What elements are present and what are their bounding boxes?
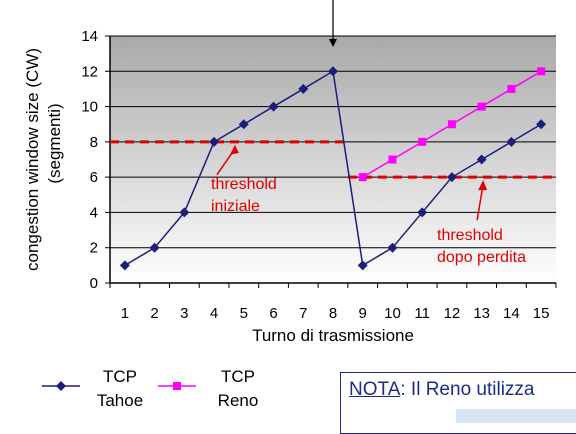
data-point-tahoe xyxy=(179,207,190,218)
arrow-head-1 xyxy=(229,144,239,155)
data-point-reno xyxy=(477,102,486,111)
data-point-reno xyxy=(507,84,516,93)
note-highlight-strip xyxy=(456,409,576,423)
x-tick-label: 15 xyxy=(533,305,550,322)
data-point-reno xyxy=(388,155,397,164)
x-tick-label: 11 xyxy=(414,305,430,322)
note-text: NOTA: Il Reno utilizza xyxy=(349,379,535,401)
axes xyxy=(105,35,557,288)
threshold-label-initial: threshold xyxy=(211,176,277,193)
data-point-tahoe xyxy=(357,260,368,271)
y-axis-subtitle: (segmenti) xyxy=(45,103,64,183)
annotations: threshold iniziale threshold dopo perdita xyxy=(211,0,526,266)
y-tick-label: 8 xyxy=(90,134,98,151)
legend-label-tahoe-line1: TCP xyxy=(103,367,137,386)
data-point-reno xyxy=(447,120,456,129)
loss-arrow-head xyxy=(329,39,337,47)
note-body: : Il Reno utilizza xyxy=(400,379,535,400)
data-point-reno xyxy=(418,137,427,146)
x-tick-label: 2 xyxy=(150,305,158,322)
data-point-tahoe xyxy=(417,207,428,218)
legend-label-tahoe-line2: Tahoe xyxy=(97,391,143,410)
legend-marker-tahoe xyxy=(56,381,66,391)
y-tick-label: 14 xyxy=(81,28,98,45)
note-heading: NOTA xyxy=(349,379,401,400)
y-tick-label: 0 xyxy=(90,275,98,292)
threshold-label-initial: iniziale xyxy=(211,198,260,215)
y-tick-label: 12 xyxy=(81,63,98,80)
data-point-tahoe xyxy=(328,66,338,77)
data-point-tahoe xyxy=(149,242,160,253)
y-tick-label: 6 xyxy=(90,169,98,186)
x-tick-label: 12 xyxy=(444,305,461,322)
legend: TCP Tahoe TCP Reno xyxy=(42,367,258,410)
data-point-tahoe xyxy=(476,154,487,165)
data-point-tahoe xyxy=(446,172,457,183)
arrow-head-2 xyxy=(478,180,488,191)
x-tick-label: 3 xyxy=(180,305,188,322)
x-tick-label: 1 xyxy=(121,305,129,322)
axis-titles: Turno di trasmissione congestion window s… xyxy=(23,48,414,345)
x-tick-label: 9 xyxy=(359,305,367,322)
data-point-tahoe xyxy=(209,136,220,147)
threshold-label-after-loss: dopo perdita xyxy=(437,249,526,266)
data-point-tahoe xyxy=(536,119,547,130)
threshold-lines xyxy=(110,140,556,179)
threshold-label-after-loss: threshold xyxy=(437,227,503,244)
legend-marker-reno xyxy=(173,382,181,390)
x-tick-label: 13 xyxy=(473,305,490,322)
data-point-tahoe xyxy=(506,136,517,147)
data-point-tahoe xyxy=(387,242,398,253)
x-axis-title: Turno di trasmissione xyxy=(252,326,414,345)
legend-label-reno-line1: TCP xyxy=(221,367,255,386)
series-layer xyxy=(119,66,547,271)
data-point-reno xyxy=(537,67,546,76)
y-axis-title: congestion window size (CW) xyxy=(23,48,42,271)
y-tick-label: 10 xyxy=(81,99,98,116)
x-tick-label: 7 xyxy=(299,305,307,322)
data-point-tahoe xyxy=(298,83,309,94)
x-tick-label: 5 xyxy=(240,305,248,322)
data-point-reno xyxy=(358,173,367,182)
x-tick-label: 14 xyxy=(503,305,520,322)
y-tick-label: 4 xyxy=(90,204,98,221)
x-tick-label: 8 xyxy=(329,305,337,322)
legend-label-reno-line2: Reno xyxy=(218,391,259,410)
note-box: NOTA: Il Reno utilizza xyxy=(340,372,576,434)
x-tick-label: 4 xyxy=(210,305,218,322)
y-tick-label: 2 xyxy=(90,240,98,257)
data-point-tahoe xyxy=(268,101,279,112)
data-point-tahoe xyxy=(119,260,130,271)
x-tick-label: 10 xyxy=(384,305,401,322)
data-point-tahoe xyxy=(238,119,249,130)
x-tick-label: 6 xyxy=(269,305,277,322)
